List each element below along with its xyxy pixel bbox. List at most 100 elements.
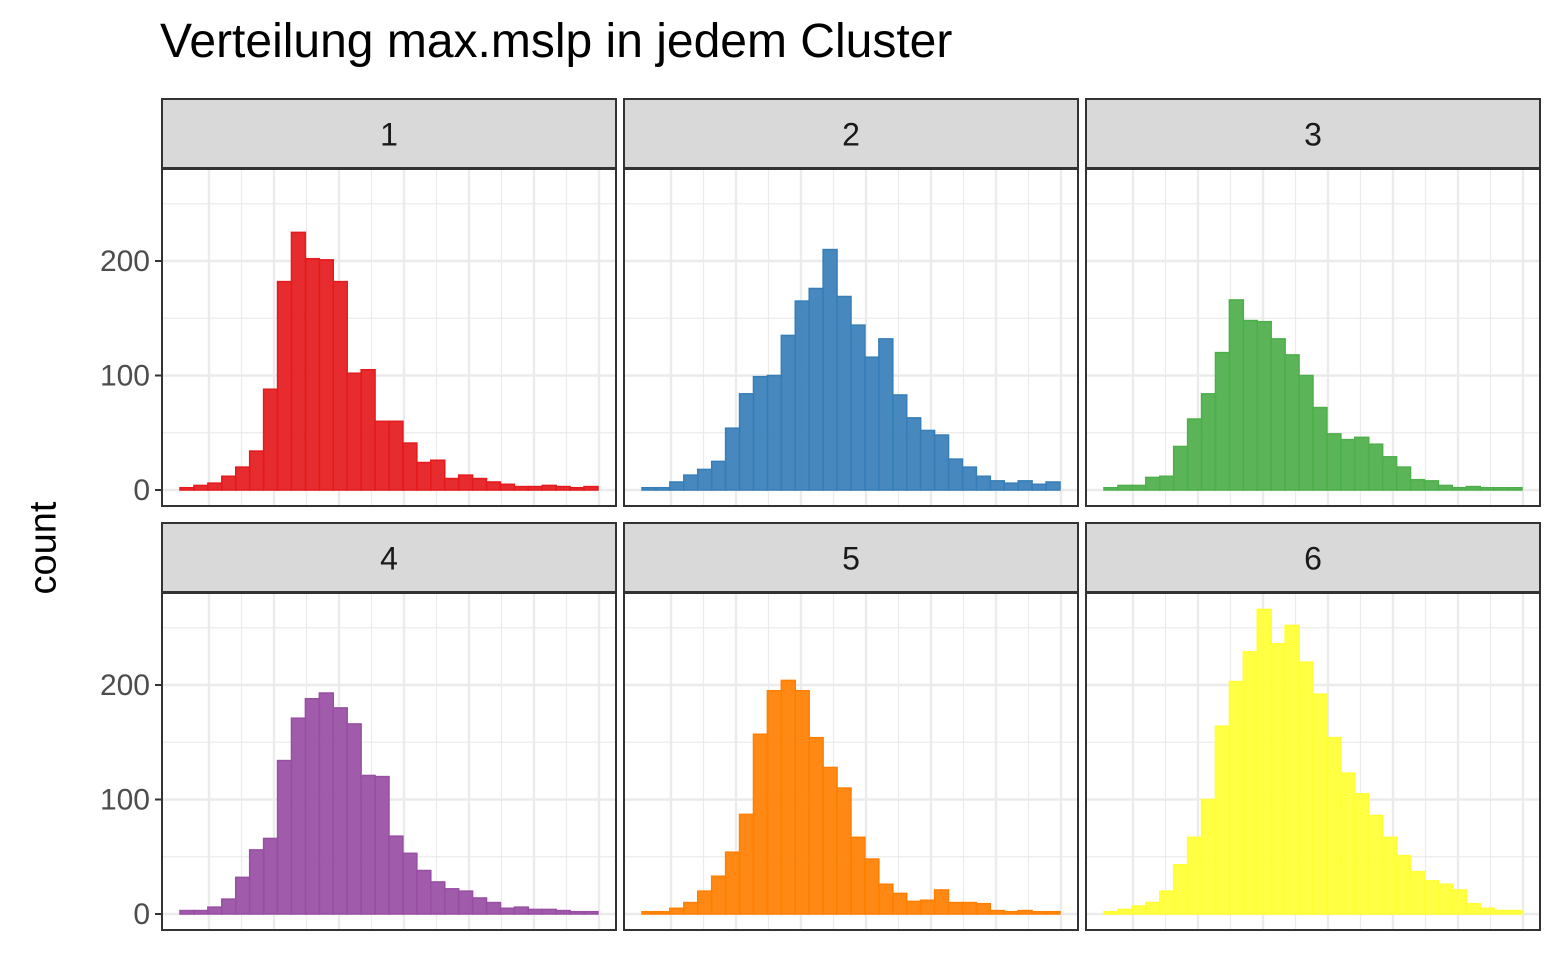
bar-1-24 (499, 483, 516, 491)
bar-4-8 (276, 759, 293, 915)
facet-label-3: 3 (1304, 117, 1322, 153)
bar-3-11 (1242, 319, 1259, 491)
bar-5-7 (724, 851, 741, 915)
bar-2-21 (919, 429, 936, 491)
bar-5-27 (1003, 910, 1019, 915)
bar-1-14 (360, 369, 376, 491)
bar-5-8 (738, 813, 755, 915)
bar-4-18 (416, 869, 432, 915)
facet-panel-5: 5 (623, 522, 1079, 931)
facet-label-1: 1 (380, 117, 398, 153)
facet-panel-3: 3 (1085, 98, 1541, 507)
bar-2-24 (961, 466, 978, 491)
bar-1-16 (388, 420, 404, 491)
bar-4-13 (346, 723, 362, 915)
bar-4-30 (583, 910, 599, 915)
bar-4-24 (499, 907, 516, 915)
panel-border-4 (161, 592, 617, 931)
bar-1-22 (471, 477, 488, 491)
bar-5-21 (919, 899, 936, 915)
facet-label-4: 4 (380, 541, 398, 577)
bar-1-23 (485, 481, 502, 491)
bar-4-7 (262, 837, 279, 915)
bar-1-21 (457, 474, 474, 491)
bar-5-18 (878, 883, 894, 915)
bar-5-14 (822, 766, 838, 915)
bar-6-20 (1367, 814, 1384, 915)
bar-2-18 (878, 338, 894, 491)
bar-1-28 (555, 485, 571, 491)
bar-4-1 (179, 909, 195, 915)
bar-4-11 (318, 692, 335, 915)
bar-2-23 (947, 458, 964, 491)
bar-3-14 (1284, 354, 1300, 491)
bar-4-5 (234, 876, 251, 915)
bar-1-11 (318, 259, 335, 491)
bar-3-9 (1214, 351, 1231, 491)
facet-strip-1 (161, 98, 617, 169)
bar-2-10 (766, 374, 783, 491)
bar-2-12 (794, 300, 810, 491)
bar-6-12 (1256, 608, 1272, 915)
bar-3-26 (1451, 486, 1468, 491)
bar-3-19 (1354, 436, 1370, 491)
panel-border-1 (161, 168, 617, 507)
bar-1-26 (527, 485, 544, 491)
bar-2-11 (780, 334, 797, 491)
panel-border-5 (623, 592, 1079, 931)
bar-2-5 (696, 468, 713, 491)
bar-3-29 (1493, 486, 1509, 491)
bar-3-3 (1131, 484, 1147, 491)
bar-6-15 (1298, 661, 1314, 915)
bar-1-4 (221, 475, 237, 491)
bar-5-16 (850, 836, 866, 915)
bar-4-29 (569, 910, 585, 915)
bar-1-10 (304, 257, 321, 491)
bar-1-29 (569, 486, 585, 491)
bar-4-22 (471, 897, 488, 915)
facet-label-6: 6 (1304, 541, 1322, 577)
bar-5-13 (808, 736, 824, 915)
bar-1-15 (374, 420, 390, 491)
bar-2-14 (822, 248, 838, 491)
bar-6-2 (1117, 908, 1133, 915)
bar-4-20 (443, 888, 460, 915)
facet-label-2: 2 (842, 117, 860, 153)
bar-4-3 (207, 906, 223, 915)
bar-3-10 (1228, 299, 1245, 491)
panel-border-2 (623, 168, 1079, 507)
bar-6-5 (1158, 890, 1175, 915)
bar-3-23 (1409, 478, 1426, 491)
bar-2-8 (738, 393, 755, 491)
facet-panel-1: 1 0 100 200 (100, 98, 617, 507)
bar-2-29 (1031, 483, 1047, 491)
bar-2-27 (1003, 482, 1019, 491)
bar-4-9 (290, 717, 307, 915)
bar-1-12 (332, 280, 348, 491)
bar-4-12 (332, 707, 348, 915)
bar-6-14 (1284, 624, 1300, 915)
bar-3-15 (1298, 374, 1314, 491)
bar-3-6 (1172, 445, 1189, 491)
bar-2-20 (905, 417, 922, 491)
bar-2-2 (655, 486, 671, 491)
bar-3-27 (1465, 485, 1481, 491)
bar-3-4 (1145, 476, 1161, 491)
bar-2-25 (975, 475, 992, 491)
bar-3-16 (1312, 406, 1328, 491)
bar-3-25 (1437, 484, 1454, 491)
bar-4-26 (527, 908, 544, 915)
bar-4-23 (485, 901, 502, 915)
bar-5-22 (933, 889, 950, 915)
bar-6-17 (1326, 736, 1342, 915)
bar-6-23 (1409, 870, 1426, 915)
bar-4-25 (513, 906, 530, 915)
bar-3-13 (1270, 338, 1286, 491)
bar-2-7 (724, 427, 741, 491)
bar-4-17 (402, 852, 418, 915)
bar-5-9 (752, 733, 769, 915)
bar-2-4 (683, 474, 699, 491)
bar-5-25 (975, 902, 992, 915)
